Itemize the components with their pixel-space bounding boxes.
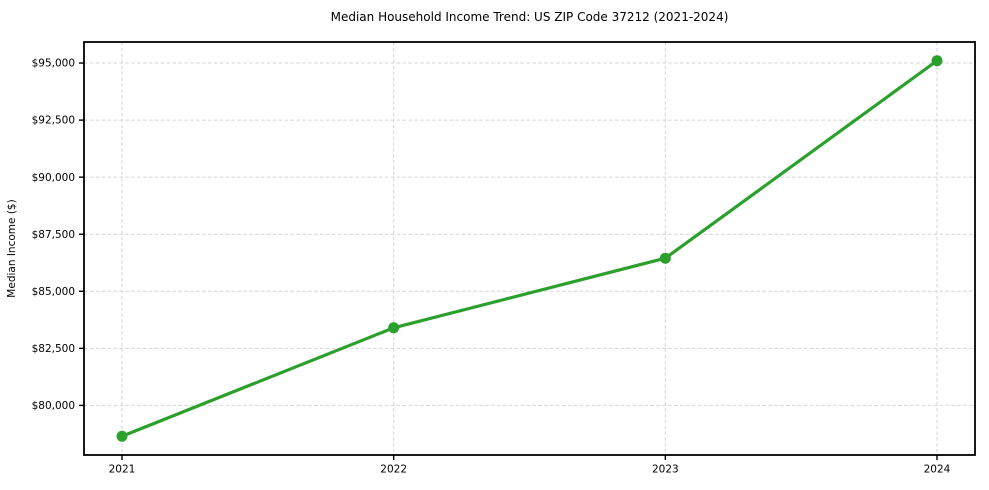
data-point-marker [931, 55, 943, 67]
data-point-marker [388, 322, 400, 334]
data-point-marker [659, 252, 671, 264]
gridlines [84, 42, 975, 455]
x-tick-label: 2022 [380, 464, 407, 476]
income-series [116, 55, 943, 442]
y-tick-label: $87,500 [32, 229, 75, 241]
y-tick-label: $95,000 [32, 58, 75, 70]
y-tick-label: $92,500 [32, 115, 75, 127]
x-tick-label: 2024 [924, 464, 951, 476]
series-polyline [120, 59, 939, 438]
y-tick-label: $85,000 [32, 286, 75, 298]
y-tick-label: $82,500 [32, 343, 75, 355]
x-tick-label: 2023 [652, 464, 679, 476]
plot-frame [83, 41, 976, 456]
x-tick-label: 2021 [109, 464, 136, 476]
y-tick-label: $90,000 [32, 172, 75, 184]
y-tick-label: $80,000 [32, 400, 75, 412]
data-point-marker [116, 430, 128, 442]
chart-title: Median Household Income Trend: US ZIP Co… [331, 10, 729, 24]
y-axis-label: Median Income ($) [6, 199, 18, 297]
axes: $80,000 $82,500 $85,000 $87,500 $90,000 $92,5… [32, 41, 976, 476]
